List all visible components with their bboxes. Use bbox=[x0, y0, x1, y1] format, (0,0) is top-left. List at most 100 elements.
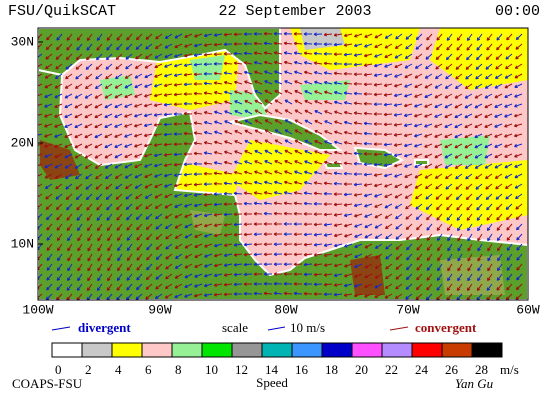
wind-arrow bbox=[415, 213, 423, 221]
wind-arrow bbox=[233, 42, 243, 46]
wind-arrow bbox=[125, 43, 133, 51]
wind-arrow bbox=[474, 143, 483, 149]
wind-arrow bbox=[54, 163, 63, 169]
wind-arrow bbox=[374, 243, 383, 249]
wind-arrow bbox=[203, 91, 213, 96]
wind-arrow bbox=[65, 73, 73, 80]
wind-arrow bbox=[244, 109, 253, 115]
wind-arrow bbox=[343, 293, 353, 297]
wind-arrow bbox=[263, 262, 273, 267]
wind-arrow bbox=[494, 143, 503, 148]
wind-arrow bbox=[447, 243, 453, 252]
wind-arrow bbox=[75, 173, 83, 180]
wind-arrow bbox=[323, 61, 333, 66]
wind-arrow bbox=[293, 232, 303, 237]
lat-label: 30N bbox=[11, 34, 34, 49]
wind-arrow bbox=[313, 61, 323, 65]
wind-arrow bbox=[193, 72, 203, 77]
wind-arrow bbox=[114, 93, 123, 99]
wind-arrow bbox=[114, 123, 123, 128]
wind-arrow bbox=[193, 91, 203, 96]
wind-arrow bbox=[445, 193, 453, 201]
wind-arrow bbox=[383, 112, 393, 117]
wind-arrow bbox=[86, 43, 93, 51]
wind-arrow bbox=[94, 123, 103, 129]
wind-arrow bbox=[283, 191, 293, 195]
wind-arrow bbox=[105, 193, 113, 201]
colorbar-label: 20 bbox=[355, 362, 368, 377]
wind-arrow bbox=[394, 203, 403, 209]
wind-arrow bbox=[496, 233, 503, 241]
wind-arrow bbox=[54, 93, 63, 99]
wind-arrow bbox=[333, 192, 343, 196]
wind-arrow bbox=[284, 170, 293, 175]
wind-arrow bbox=[343, 161, 353, 166]
wind-arrow bbox=[135, 213, 143, 221]
wind-arrow bbox=[333, 202, 343, 207]
wind-arrow bbox=[125, 53, 133, 60]
wind-arrow bbox=[163, 153, 173, 157]
wind-arrow bbox=[183, 193, 193, 198]
scale-label: scale bbox=[222, 320, 248, 335]
wind-arrow bbox=[273, 60, 283, 65]
wind-arrow bbox=[55, 203, 63, 211]
wind-arrow bbox=[504, 103, 513, 108]
wind-arrow bbox=[164, 33, 173, 39]
wind-arrow bbox=[124, 93, 133, 99]
wind-arrow bbox=[343, 140, 353, 145]
wind-arrow bbox=[457, 253, 463, 262]
wind-arrow bbox=[133, 123, 143, 128]
wind-arrow bbox=[107, 233, 113, 242]
wind-arrow bbox=[393, 153, 403, 158]
wind-arrow bbox=[313, 181, 323, 185]
wind-arrow bbox=[64, 133, 73, 139]
wind-arrow bbox=[414, 83, 423, 89]
wind-arrow bbox=[233, 181, 243, 185]
wind-arrow bbox=[193, 182, 203, 187]
wind-arrow bbox=[106, 33, 113, 41]
wind-arrow bbox=[343, 203, 353, 207]
wind-arrow bbox=[54, 103, 63, 109]
wind-arrow bbox=[253, 60, 263, 65]
wind-arrow bbox=[314, 140, 323, 145]
wind-arrow bbox=[424, 143, 433, 148]
wind-arrow bbox=[135, 33, 143, 41]
wind-arrow bbox=[436, 223, 443, 231]
wind-arrow bbox=[374, 293, 383, 299]
wind-arrow bbox=[274, 159, 283, 165]
wind-arrow bbox=[384, 193, 393, 198]
wind-arrow bbox=[56, 273, 63, 281]
wind-arrow bbox=[477, 273, 483, 282]
wind-arrow bbox=[516, 233, 523, 241]
wind-arrow bbox=[74, 83, 83, 89]
wind-arrow bbox=[475, 173, 483, 180]
wind-arrow bbox=[344, 253, 353, 258]
wind-arrow bbox=[165, 253, 173, 260]
wind-arrow bbox=[95, 173, 103, 180]
colorbar-box bbox=[321, 342, 353, 358]
wind-arrow bbox=[353, 141, 363, 146]
wind-arrow bbox=[447, 263, 453, 272]
wind-arrow bbox=[55, 193, 63, 200]
wind-arrow bbox=[496, 223, 503, 231]
wind-arrow bbox=[514, 103, 523, 108]
wind-arrow bbox=[154, 53, 163, 59]
wind-arrow bbox=[435, 203, 443, 211]
colorbar-label: 0 bbox=[55, 362, 62, 377]
wind-arrow bbox=[75, 53, 83, 61]
colorbar-box bbox=[111, 342, 143, 358]
wind-arrow bbox=[274, 139, 283, 145]
wind-arrow bbox=[404, 163, 413, 168]
wind-arrow bbox=[516, 243, 523, 251]
wind-arrow bbox=[504, 123, 513, 128]
wind-arrow bbox=[303, 291, 313, 296]
wind-arrow bbox=[304, 109, 313, 115]
wind-arrow bbox=[383, 93, 393, 97]
lon-label: 100W bbox=[22, 302, 53, 317]
wind-arrow bbox=[494, 113, 503, 118]
wind-arrow bbox=[224, 150, 233, 155]
wind-arrow bbox=[74, 113, 83, 119]
colorbar-label: 18 bbox=[325, 362, 338, 377]
wind-arrow bbox=[446, 203, 453, 211]
wind-arrow bbox=[465, 63, 473, 70]
